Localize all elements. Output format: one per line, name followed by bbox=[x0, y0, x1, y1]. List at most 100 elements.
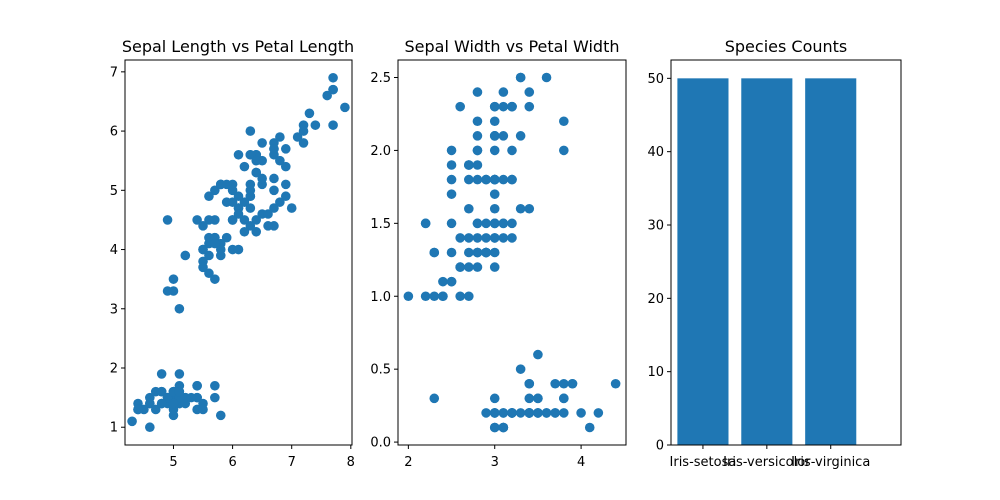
scatter-point bbox=[498, 87, 509, 97]
scatter-point bbox=[198, 244, 208, 255]
scatter-point bbox=[233, 209, 244, 219]
scatter-point bbox=[198, 262, 208, 273]
scatter-point bbox=[239, 226, 250, 237]
scatter-point bbox=[174, 369, 185, 379]
y-tick-label: 40 bbox=[647, 145, 664, 160]
scatter-point bbox=[227, 197, 238, 207]
chart-2-x-axis: 2 3 4 bbox=[404, 445, 585, 470]
chart-1-scatter-sepal-length-vs-petal-length: Sepal Length vs Petal Length 5 6 7 8 1 2 3 4 5 6… bbox=[110, 37, 355, 470]
y-tick-label: 3 bbox=[110, 302, 118, 317]
scatter-point bbox=[251, 226, 262, 237]
chart-1-points bbox=[127, 72, 350, 433]
scatter-point bbox=[429, 247, 440, 258]
scatter-point bbox=[198, 404, 208, 415]
scatter-point bbox=[550, 408, 560, 418]
scatter-point bbox=[322, 90, 332, 101]
scatter-point bbox=[215, 244, 226, 255]
scatter-point bbox=[576, 408, 586, 418]
scatter-point bbox=[489, 247, 500, 258]
scatter-point bbox=[464, 233, 474, 243]
scatter-point bbox=[472, 262, 483, 272]
scatter-point bbox=[263, 209, 273, 219]
scatter-point bbox=[275, 197, 285, 207]
scatter-point bbox=[269, 203, 279, 213]
scatter-point bbox=[446, 218, 457, 229]
chart-2-scatter-sepal-width-vs-petal-width: Sepal Width vs Petal Width 2 3 4 0.0 0.5 1.0… bbox=[370, 37, 627, 470]
scatter-point bbox=[245, 149, 256, 160]
scatter-point bbox=[168, 274, 179, 284]
scatter-point bbox=[233, 191, 244, 202]
scatter-point bbox=[559, 378, 569, 389]
scatter-point bbox=[340, 102, 350, 113]
scatter-point bbox=[524, 203, 535, 214]
scatter-point bbox=[498, 174, 509, 185]
scatter-point bbox=[489, 422, 500, 433]
scatter-point bbox=[280, 179, 291, 190]
scatter-point bbox=[215, 410, 226, 421]
scatter-point bbox=[559, 116, 569, 127]
scatter-point bbox=[227, 215, 238, 225]
scatter-point bbox=[524, 87, 535, 97]
scatter-point bbox=[446, 174, 457, 185]
scatter-point bbox=[515, 364, 526, 374]
scatter-point bbox=[481, 247, 491, 258]
scatter-point bbox=[204, 268, 214, 279]
scatter-point bbox=[524, 393, 535, 404]
scatter-point bbox=[541, 408, 552, 418]
scatter-point bbox=[507, 101, 517, 112]
scatter-point bbox=[245, 126, 256, 136]
scatter-point bbox=[455, 291, 465, 302]
scatter-point bbox=[245, 203, 256, 213]
scatter-point bbox=[280, 144, 291, 154]
scatter-point bbox=[275, 155, 285, 166]
scatter-point bbox=[420, 291, 431, 302]
scatter-point bbox=[239, 161, 250, 172]
y-tick-label: 4 bbox=[110, 243, 118, 258]
chart-1-frame bbox=[124, 59, 353, 446]
y-tick-label: 30 bbox=[647, 219, 664, 234]
scatter-point bbox=[464, 174, 474, 185]
scatter-point bbox=[162, 215, 173, 225]
scatter-point bbox=[310, 120, 321, 130]
scatter-point bbox=[145, 398, 155, 409]
scatter-point bbox=[275, 132, 285, 142]
scatter-point bbox=[204, 250, 214, 261]
scatter-point bbox=[489, 145, 500, 156]
scatter-point bbox=[280, 161, 291, 172]
y-tick-label: 0.5 bbox=[370, 363, 391, 378]
y-tick-label: 1 bbox=[110, 421, 118, 436]
scatter-point bbox=[180, 250, 191, 261]
scatter-point bbox=[507, 145, 517, 156]
scatter-point bbox=[263, 221, 273, 231]
scatter-point bbox=[210, 392, 220, 403]
scatter-point bbox=[403, 291, 414, 302]
scatter-point bbox=[438, 291, 448, 302]
scatter-point bbox=[446, 247, 457, 258]
scatter-point bbox=[286, 203, 297, 213]
scatter-point bbox=[533, 349, 543, 360]
scatter-point bbox=[328, 72, 338, 83]
scatter-point bbox=[168, 286, 179, 296]
scatter-point bbox=[298, 126, 309, 136]
scatter-point bbox=[127, 416, 137, 427]
scatter-point bbox=[257, 138, 267, 148]
scatter-point bbox=[515, 203, 526, 214]
scatter-point bbox=[559, 145, 569, 156]
y-tick-label: 0.0 bbox=[370, 436, 391, 451]
scatter-point bbox=[328, 120, 338, 130]
scatter-point bbox=[550, 378, 560, 389]
scatter-point bbox=[489, 408, 500, 418]
scatter-point bbox=[186, 392, 197, 403]
chart-1-y-axis: 1 2 3 4 5 6 7 bbox=[110, 65, 125, 436]
scatter-point bbox=[464, 203, 474, 214]
scatter-point bbox=[498, 408, 509, 418]
scatter-point bbox=[269, 173, 279, 184]
x-tick-label: Iris-versicolor bbox=[723, 455, 811, 470]
scatter-point bbox=[455, 101, 465, 112]
scatter-point bbox=[245, 185, 256, 196]
y-tick-label: 20 bbox=[647, 292, 664, 307]
scatter-point bbox=[507, 174, 517, 185]
scatter-point bbox=[239, 197, 250, 207]
scatter-point bbox=[162, 392, 173, 403]
